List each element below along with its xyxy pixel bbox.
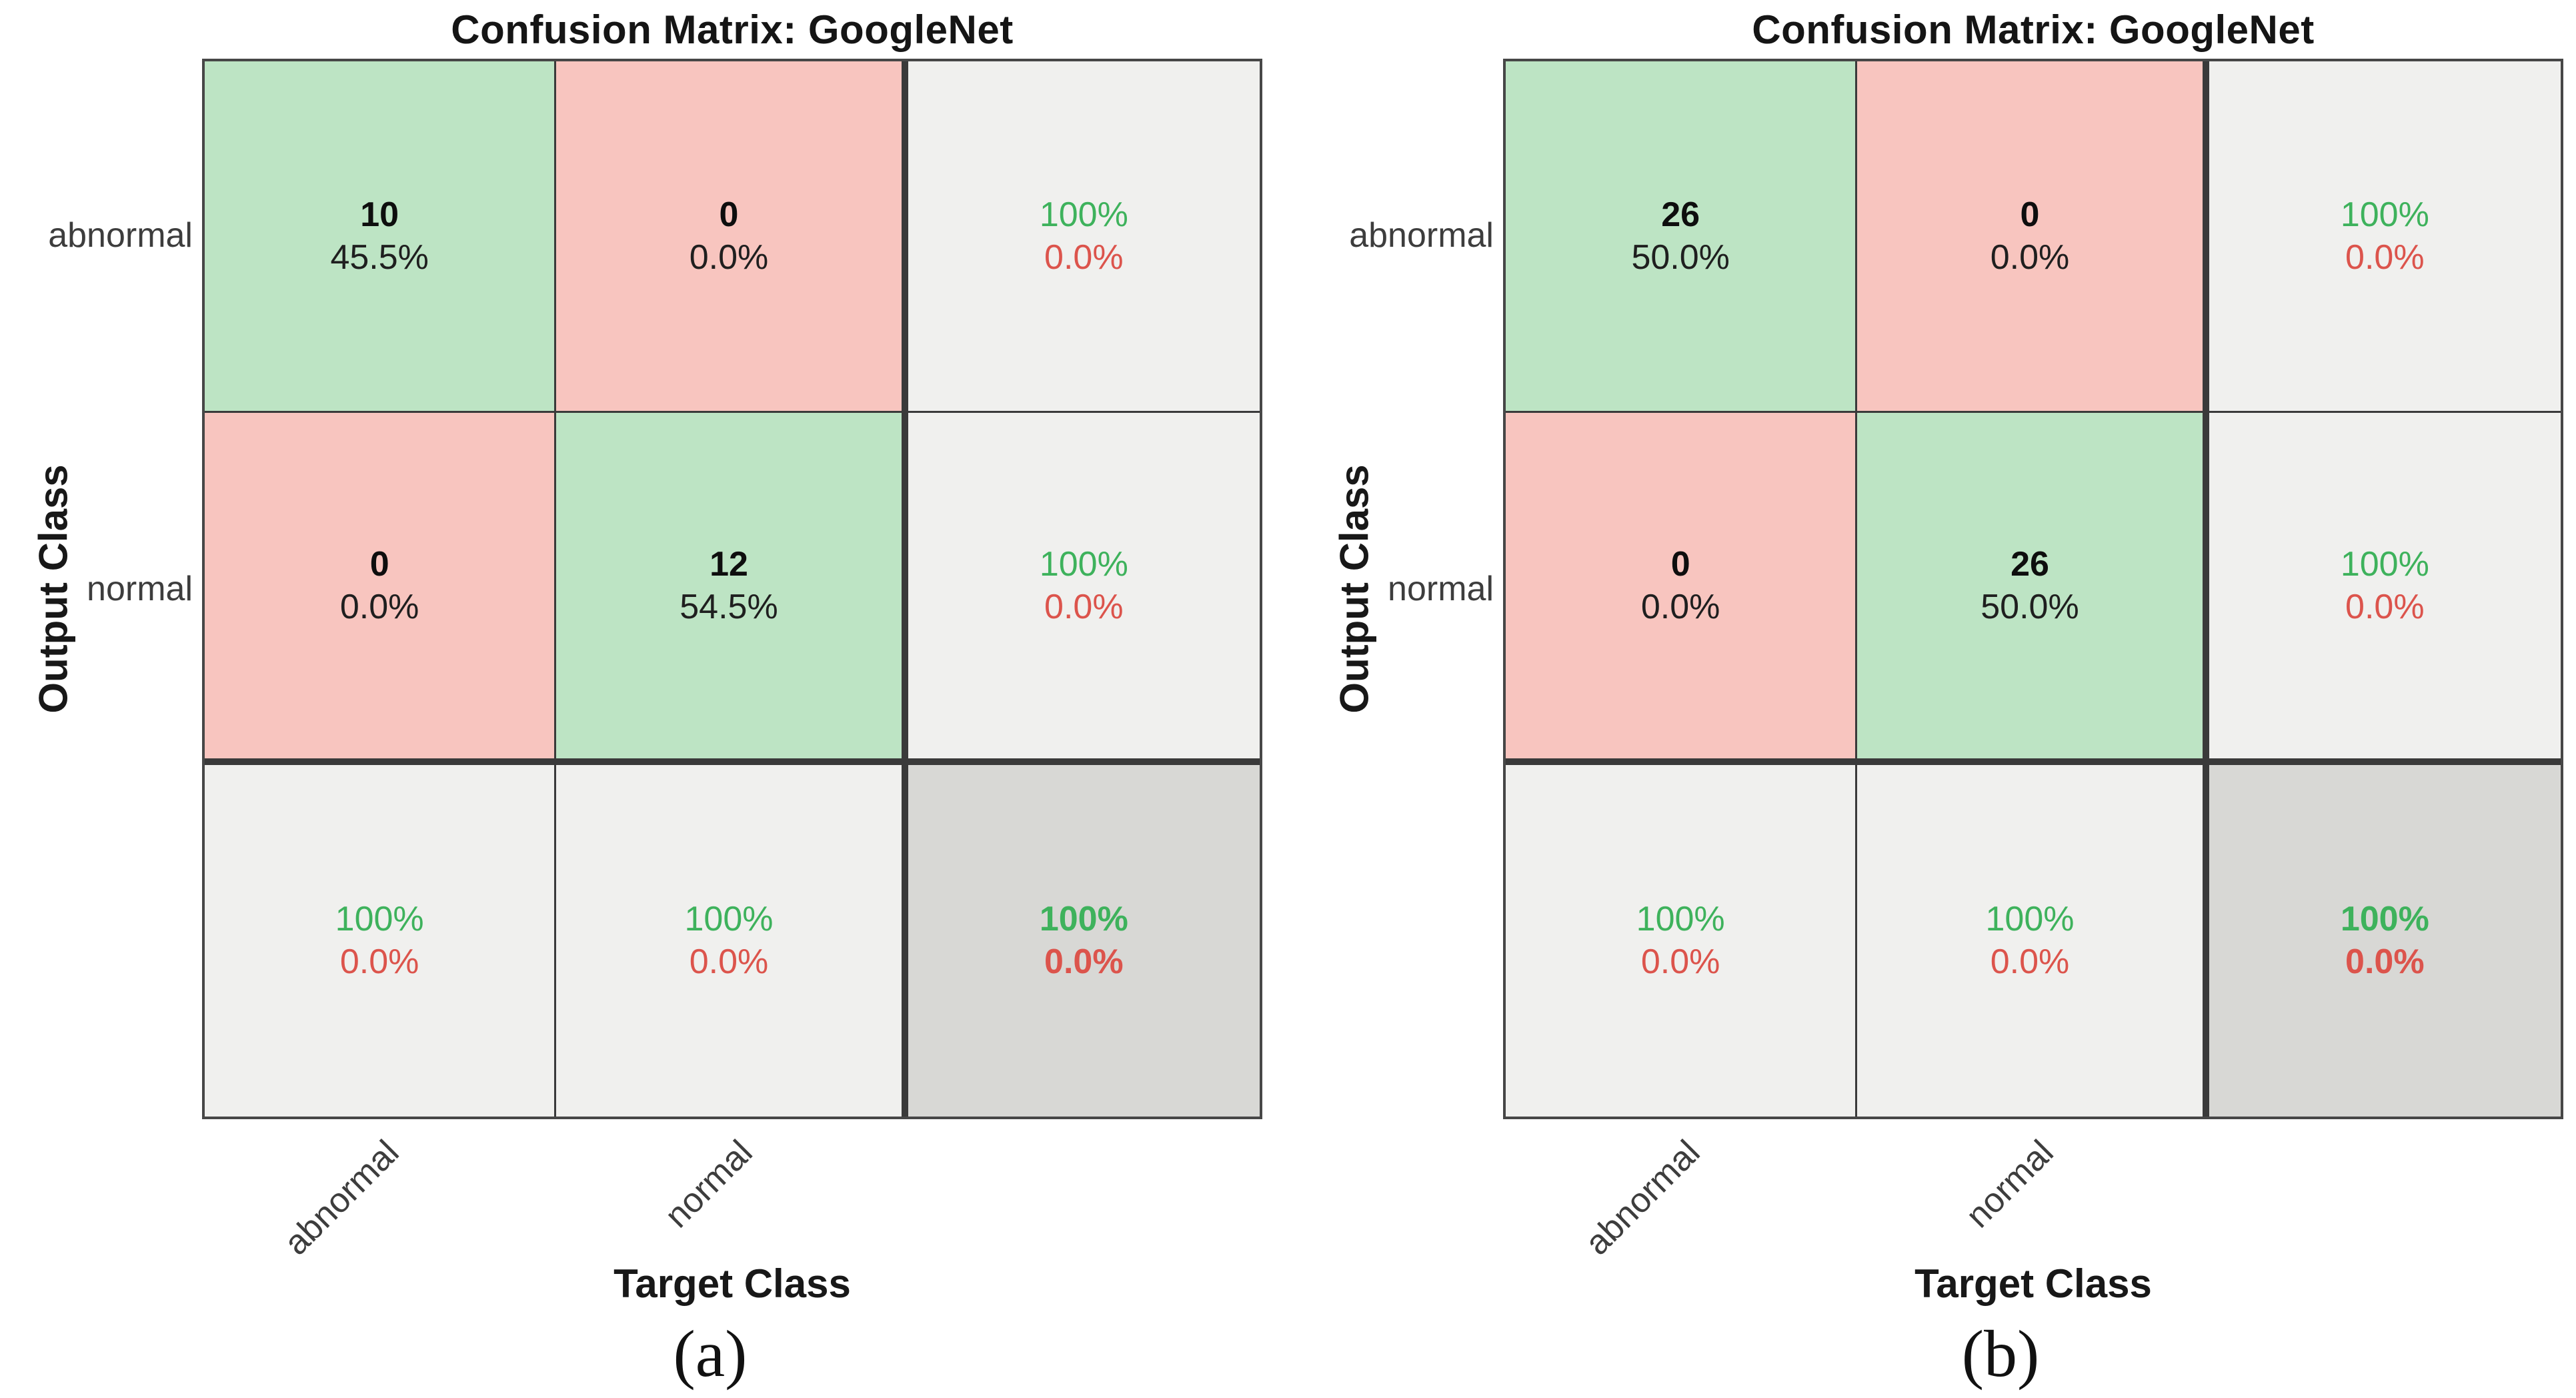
summary-red-percent: 0.0%	[1640, 942, 1720, 982]
summary-red-percent: 0.0%	[2345, 587, 2425, 626]
cell-percent: 0.0%	[339, 587, 419, 626]
y-tick-normal: normal	[87, 570, 193, 608]
cell-r0-row-summary: 100% 0.0%	[2209, 61, 2561, 414]
cell-overall-summary: 100% 0.0%	[908, 764, 1260, 1117]
summary-green-percent: 100%	[2340, 544, 2429, 584]
cell-percent: 0.0%	[1640, 587, 1720, 626]
summary-green-percent: 100%	[1636, 900, 1725, 939]
cell-percent: 0.0%	[1990, 238, 2070, 277]
summary-red-percent: 0.0%	[1044, 238, 1124, 277]
cell-c0-col-summary: 100% 0.0%	[205, 764, 557, 1117]
cell-count: 0	[369, 544, 389, 584]
summary-green-percent: 100%	[335, 900, 424, 939]
summary-green-percent: 100%	[1039, 195, 1128, 235]
cell-percent: 54.5%	[680, 587, 778, 626]
summary-red-percent: 0.0%	[1044, 587, 1124, 626]
cell-r1-row-summary: 100% 0.0%	[908, 413, 1260, 765]
confusion-matrix-grid: 10 45.5% 0 0.0% 100% 0.0% 0 0.0% 12 54.5…	[202, 59, 1262, 1119]
cell-count: 0	[2020, 195, 2040, 235]
summary-red-percent: 0.0%	[689, 942, 769, 982]
cell-r1c1: 26 50.0%	[1857, 413, 2209, 765]
cell-percent: 0.0%	[689, 238, 769, 277]
overall-red-percent: 0.0%	[1044, 942, 1124, 982]
chart-title: Confusion Matrix: GoogleNet	[451, 7, 1014, 52]
y-tick-abnormal: abnormal	[48, 216, 193, 255]
y-tick-abnormal: abnormal	[1349, 216, 1494, 255]
cell-c1-col-summary: 100% 0.0%	[556, 764, 908, 1117]
cell-r1c0: 0 0.0%	[205, 413, 557, 765]
summary-green-percent: 100%	[684, 900, 774, 939]
cell-r0c0: 10 45.5%	[205, 61, 557, 414]
cell-c0-col-summary: 100% 0.0%	[1506, 764, 1858, 1117]
cell-percent: 50.0%	[1631, 238, 1730, 277]
summary-green-percent: 100%	[2340, 195, 2429, 235]
summary-red-percent: 0.0%	[339, 942, 419, 982]
cell-overall-summary: 100% 0.0%	[2209, 764, 2561, 1117]
overall-red-percent: 0.0%	[2345, 942, 2425, 982]
chart-title: Confusion Matrix: GoogleNet	[1752, 7, 2315, 52]
cell-percent: 45.5%	[330, 238, 429, 277]
x-tick-label: normal	[1959, 1133, 2061, 1236]
y-tick-normal: normal	[1388, 570, 1494, 608]
cell-count: 10	[360, 195, 399, 235]
subfigure-caption-a: (a)	[673, 1317, 748, 1391]
cell-r1c1: 12 54.5%	[556, 413, 908, 765]
cell-count: 0	[1670, 544, 1690, 584]
cell-percent: 50.0%	[1981, 587, 2079, 626]
cell-count: 26	[2011, 544, 2049, 584]
summary-red-percent: 0.0%	[2345, 238, 2425, 277]
summary-green-percent: 100%	[1039, 544, 1128, 584]
summary-green-percent: 100%	[1985, 900, 2075, 939]
cell-r1-row-summary: 100% 0.0%	[2209, 413, 2561, 765]
cell-r1c0: 0 0.0%	[1506, 413, 1858, 765]
cell-count: 12	[710, 544, 748, 584]
confusion-matrix-grid: 26 50.0% 0 0.0% 100% 0.0% 0 0.0% 26 50.0…	[1503, 59, 2563, 1119]
x-axis-label: Target Class	[613, 1261, 851, 1306]
cell-count: 26	[1661, 195, 1700, 235]
cell-r0-row-summary: 100% 0.0%	[908, 61, 1260, 414]
summary-red-percent: 0.0%	[1990, 942, 2070, 982]
cell-c1-col-summary: 100% 0.0%	[1857, 764, 2209, 1117]
cell-r0c0: 26 50.0%	[1506, 61, 1858, 414]
cell-count: 0	[719, 195, 739, 235]
overall-green-percent: 100%	[2340, 900, 2429, 939]
subfigure-caption-b: (b)	[1961, 1317, 2040, 1391]
cell-r0c1: 0 0.0%	[1857, 61, 2209, 414]
cell-r0c1: 0 0.0%	[556, 61, 908, 414]
x-tick-label: abnormal	[1578, 1133, 1708, 1263]
overall-green-percent: 100%	[1039, 900, 1128, 939]
x-axis-label: Target Class	[1914, 1261, 2152, 1306]
